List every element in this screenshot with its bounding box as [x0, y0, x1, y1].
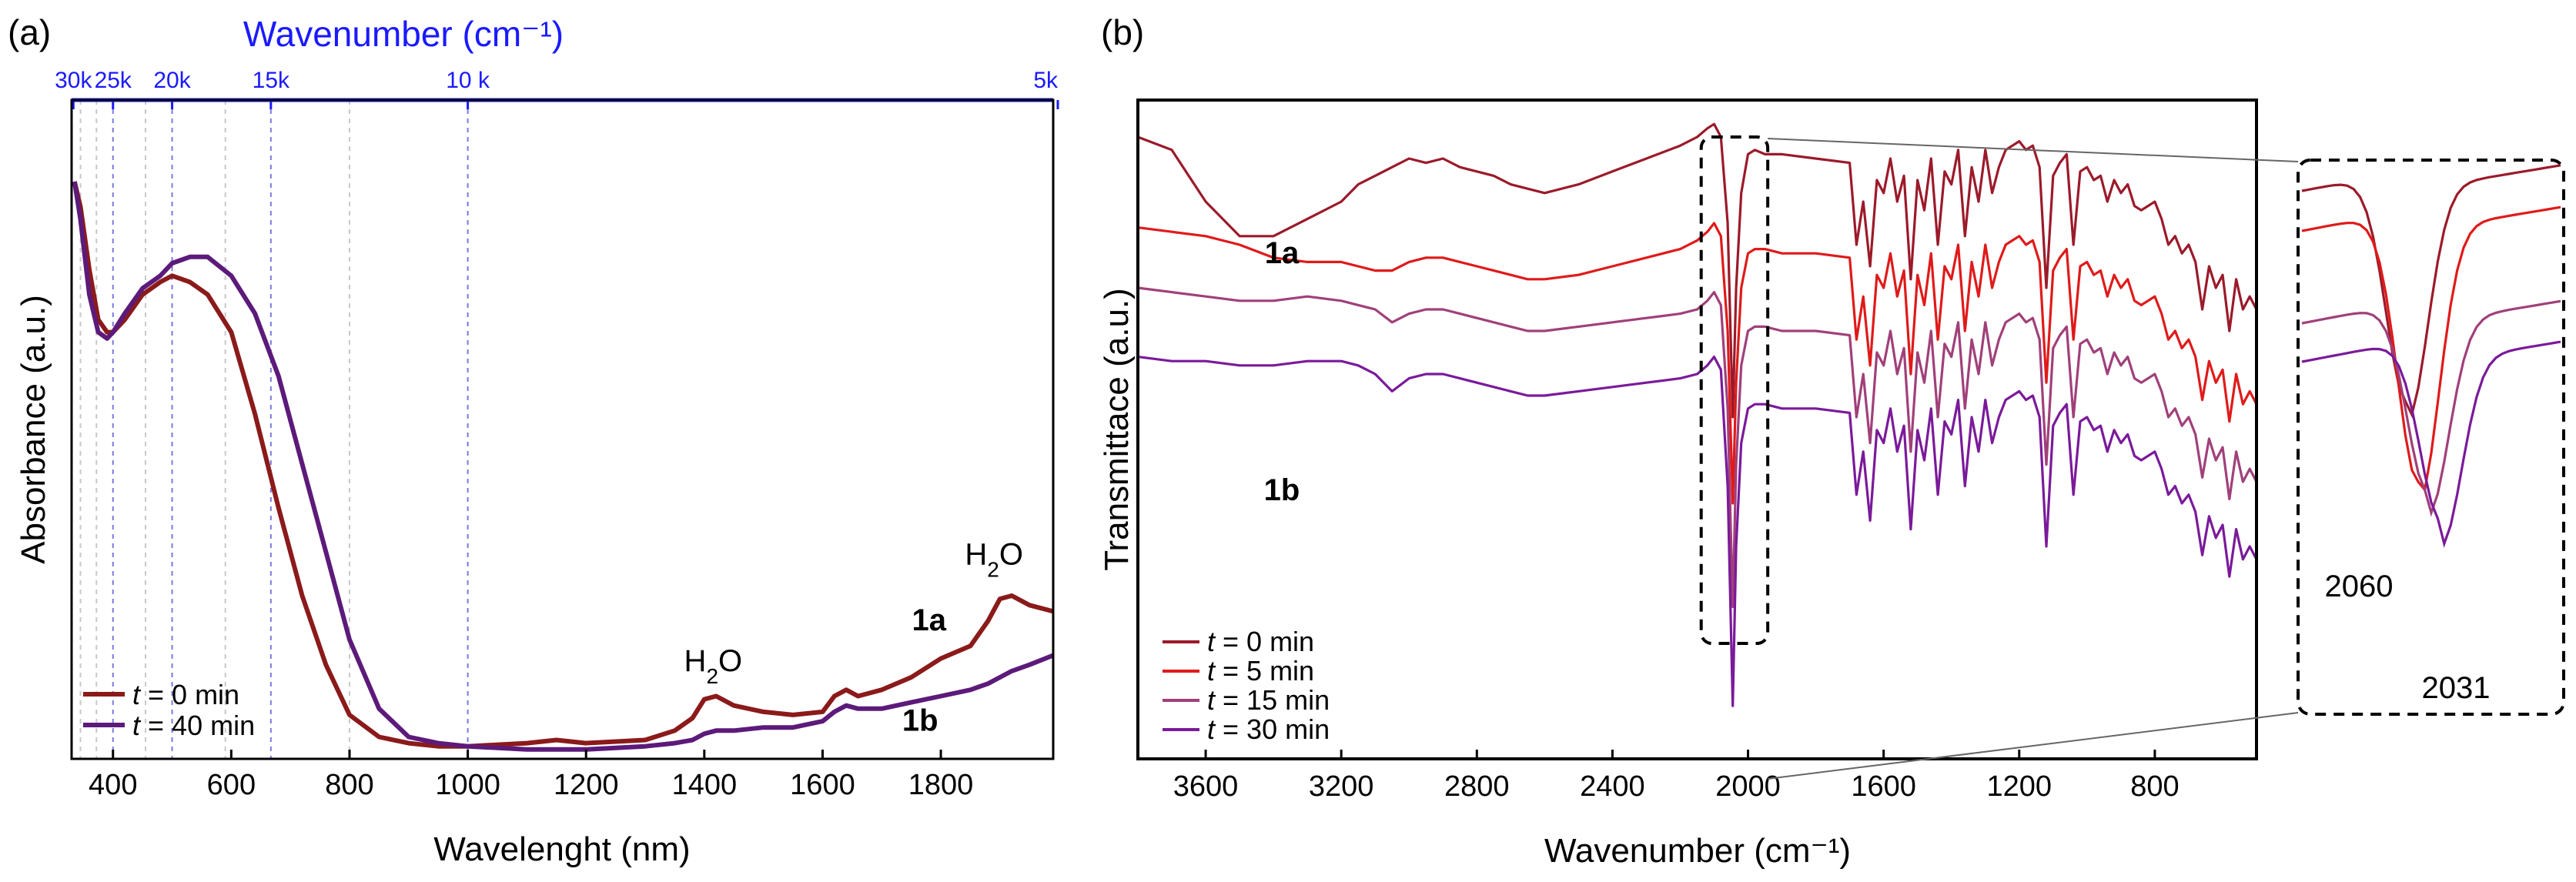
legend-label-t-40-min: t = 40 min — [132, 710, 255, 741]
annotation-h-o-1: H2O — [965, 537, 1023, 581]
top-axis-gridlines — [79, 100, 469, 759]
top-tick-label-10-k: 10 k — [446, 68, 490, 93]
legend-b-label-t-30-min: t = 30 min — [1207, 713, 1330, 745]
x-tick-label-b-2000: 2000 — [1715, 770, 1781, 803]
transmittance-series — [1137, 122, 2258, 707]
inset-label-2060: 2060 — [2325, 570, 2394, 603]
zoom-box — [1699, 135, 1770, 645]
inset-frame — [2297, 159, 2565, 716]
inset-series-t-0-min — [2301, 164, 2561, 419]
x-tick-label-b-800: 800 — [2130, 770, 2179, 803]
annotations-b: 1a 1b — [1264, 236, 1300, 507]
x-tick-label-1000: 1000 — [435, 769, 500, 801]
panel-b: (b) 3600 3200 2800 2400 2000 1600 1200 800 2060… — [1098, 12, 2565, 870]
x-tick-label-800: 800 — [325, 769, 373, 801]
plot-b-frame — [1136, 99, 2258, 760]
x-tick-label-b-1200: 1200 — [1987, 770, 2052, 803]
ir-series-t-30-min — [1137, 356, 2258, 707]
series-line-t-0-min — [72, 181, 1054, 749]
inset-label-2031: 2031 — [2422, 671, 2491, 705]
annotation-b-1a: 1a — [1265, 236, 1300, 270]
x-tick-label-b-3200: 3200 — [1309, 770, 1374, 803]
x-tick-label-b-2400: 2400 — [1580, 770, 1645, 803]
plot-a-frame — [70, 99, 1055, 760]
panel-a: (a) Wavenumber (cm⁻¹) 400 600 800 1000 1200 1… — [8, 12, 1059, 868]
x-tick-label-b-2800: 2800 — [1444, 770, 1510, 803]
inset-series: 2060 2031 — [2301, 164, 2561, 705]
panel-a-label: (a) — [8, 12, 51, 52]
x-tick-label-600: 600 — [207, 769, 256, 801]
inset-series-t-5-min — [2301, 205, 2561, 493]
top-tick-label-25k: 25k — [95, 68, 132, 93]
x-axis-ticks: 400 600 800 1000 1200 1400 1600 1800 — [89, 750, 973, 801]
annotation-1a-2: 1a — [912, 603, 946, 637]
top-axis-title: Wavenumber (cm⁻¹) — [243, 14, 564, 54]
inset-series-t-15-min — [2301, 299, 2561, 517]
top-tick-label-15k: 15k — [253, 68, 290, 93]
ir-series-t-0-min — [1137, 122, 2258, 419]
y-axis-label-a: Absorbance (a.u.) — [15, 295, 52, 564]
panel-b-label: (b) — [1101, 12, 1144, 52]
top-axis-ticks: 30k 25k 20k 15k 10 k 5k — [55, 68, 1059, 109]
annotation-b-1b: 1b — [1264, 473, 1300, 507]
ir-series-t-5-min — [1137, 222, 2258, 505]
x-axis-label-b: Wavenumber (cm⁻¹) — [1544, 832, 1851, 870]
legend-b-label-t-5-min: t = 5 min — [1207, 655, 1314, 687]
x-tick-label-400: 400 — [89, 769, 137, 801]
x-tick-label-1200: 1200 — [554, 769, 619, 801]
absorbance-series — [72, 181, 1055, 752]
x-tick-label-1800: 1800 — [908, 769, 974, 801]
x-axis-ticks-b: 3600 3200 2800 2400 2000 1600 1200 800 — [1173, 750, 2180, 803]
annotation-h-o-0: H2O — [684, 644, 743, 688]
annotation-1b-3: 1b — [902, 703, 938, 737]
legend-label-t-0-min: t = 0 min — [132, 679, 239, 710]
top-tick-label-5k: 5k — [1033, 68, 1059, 93]
zoom-connector-bottom — [1768, 712, 2299, 780]
x-tick-label-b-1600: 1600 — [1851, 770, 1916, 803]
y-axis-label-b: Transmittace (a.u.) — [1098, 288, 1136, 571]
annotations-a: H2O H2O 1a 1b — [684, 537, 1023, 737]
x-tick-label-1600: 1600 — [790, 769, 855, 801]
top-tick-label-30k: 30k — [55, 68, 92, 93]
inset-series-t-30-min — [2301, 340, 2561, 548]
x-tick-label-b-3600: 3600 — [1173, 770, 1239, 803]
top-tick-label-20k: 20k — [153, 68, 191, 93]
legend-b-label-t-0-min: t = 0 min — [1207, 626, 1314, 657]
legend-b-label-t-15-min: t = 15 min — [1207, 684, 1330, 716]
x-tick-label-1400: 1400 — [672, 769, 738, 801]
ir-series-t-15-min — [1137, 286, 2258, 608]
zoom-connector-top — [1768, 138, 2299, 162]
x-axis-label-a: Wavelenght (nm) — [433, 830, 690, 868]
series-line-t-40-min — [72, 181, 1055, 752]
